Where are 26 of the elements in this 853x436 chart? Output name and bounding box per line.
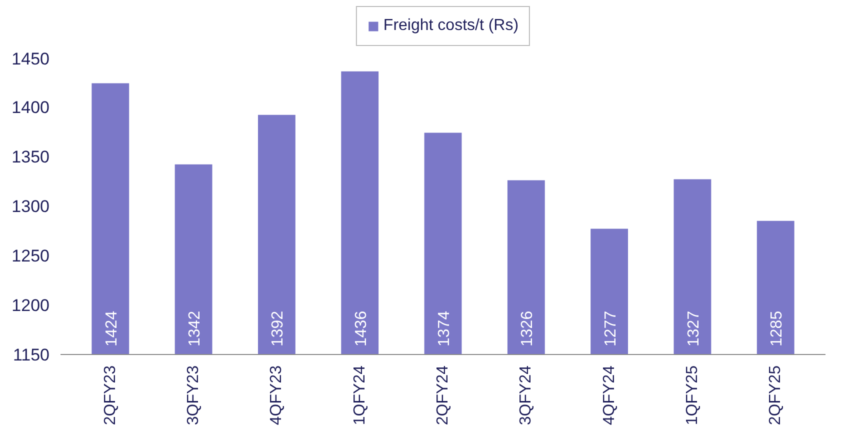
x-tick-label: 2QFY24 — [434, 365, 452, 426]
data-label: 1326 — [519, 310, 536, 346]
y-tick-label: 1200 — [12, 296, 50, 315]
y-tick-label: 1350 — [12, 148, 50, 166]
data-label: 1436 — [352, 310, 370, 346]
y-tick-label: 1400 — [12, 98, 50, 117]
x-tick-label: 4QFY24 — [600, 365, 618, 426]
y-tick-label: 1300 — [12, 197, 50, 216]
x-tick-label: 3QFY24 — [518, 365, 535, 426]
x-tick-label: 4QFY23 — [268, 365, 286, 426]
data-label: 1285 — [768, 310, 786, 346]
data-label: 1374 — [436, 310, 453, 346]
y-tick-label: 1150 — [12, 346, 50, 364]
data-label: 1424 — [103, 310, 120, 346]
x-tick-label: 2QFY25 — [767, 365, 784, 426]
x-tick-label: 1QFY24 — [351, 365, 368, 426]
x-tick-label: 1QFY25 — [684, 365, 701, 426]
data-label: 1392 — [270, 310, 287, 346]
legend-label: Freight costs/t (Rs) — [383, 17, 519, 35]
data-label: 1277 — [602, 310, 620, 346]
data-label: 1342 — [186, 310, 204, 346]
data-label: 1327 — [685, 310, 702, 346]
x-tick-label: 3QFY23 — [185, 365, 202, 426]
x-tick-label: 2QFY23 — [102, 365, 119, 426]
y-tick-label: 1450 — [12, 50, 50, 68]
y-tick-label: 1250 — [12, 246, 50, 266]
